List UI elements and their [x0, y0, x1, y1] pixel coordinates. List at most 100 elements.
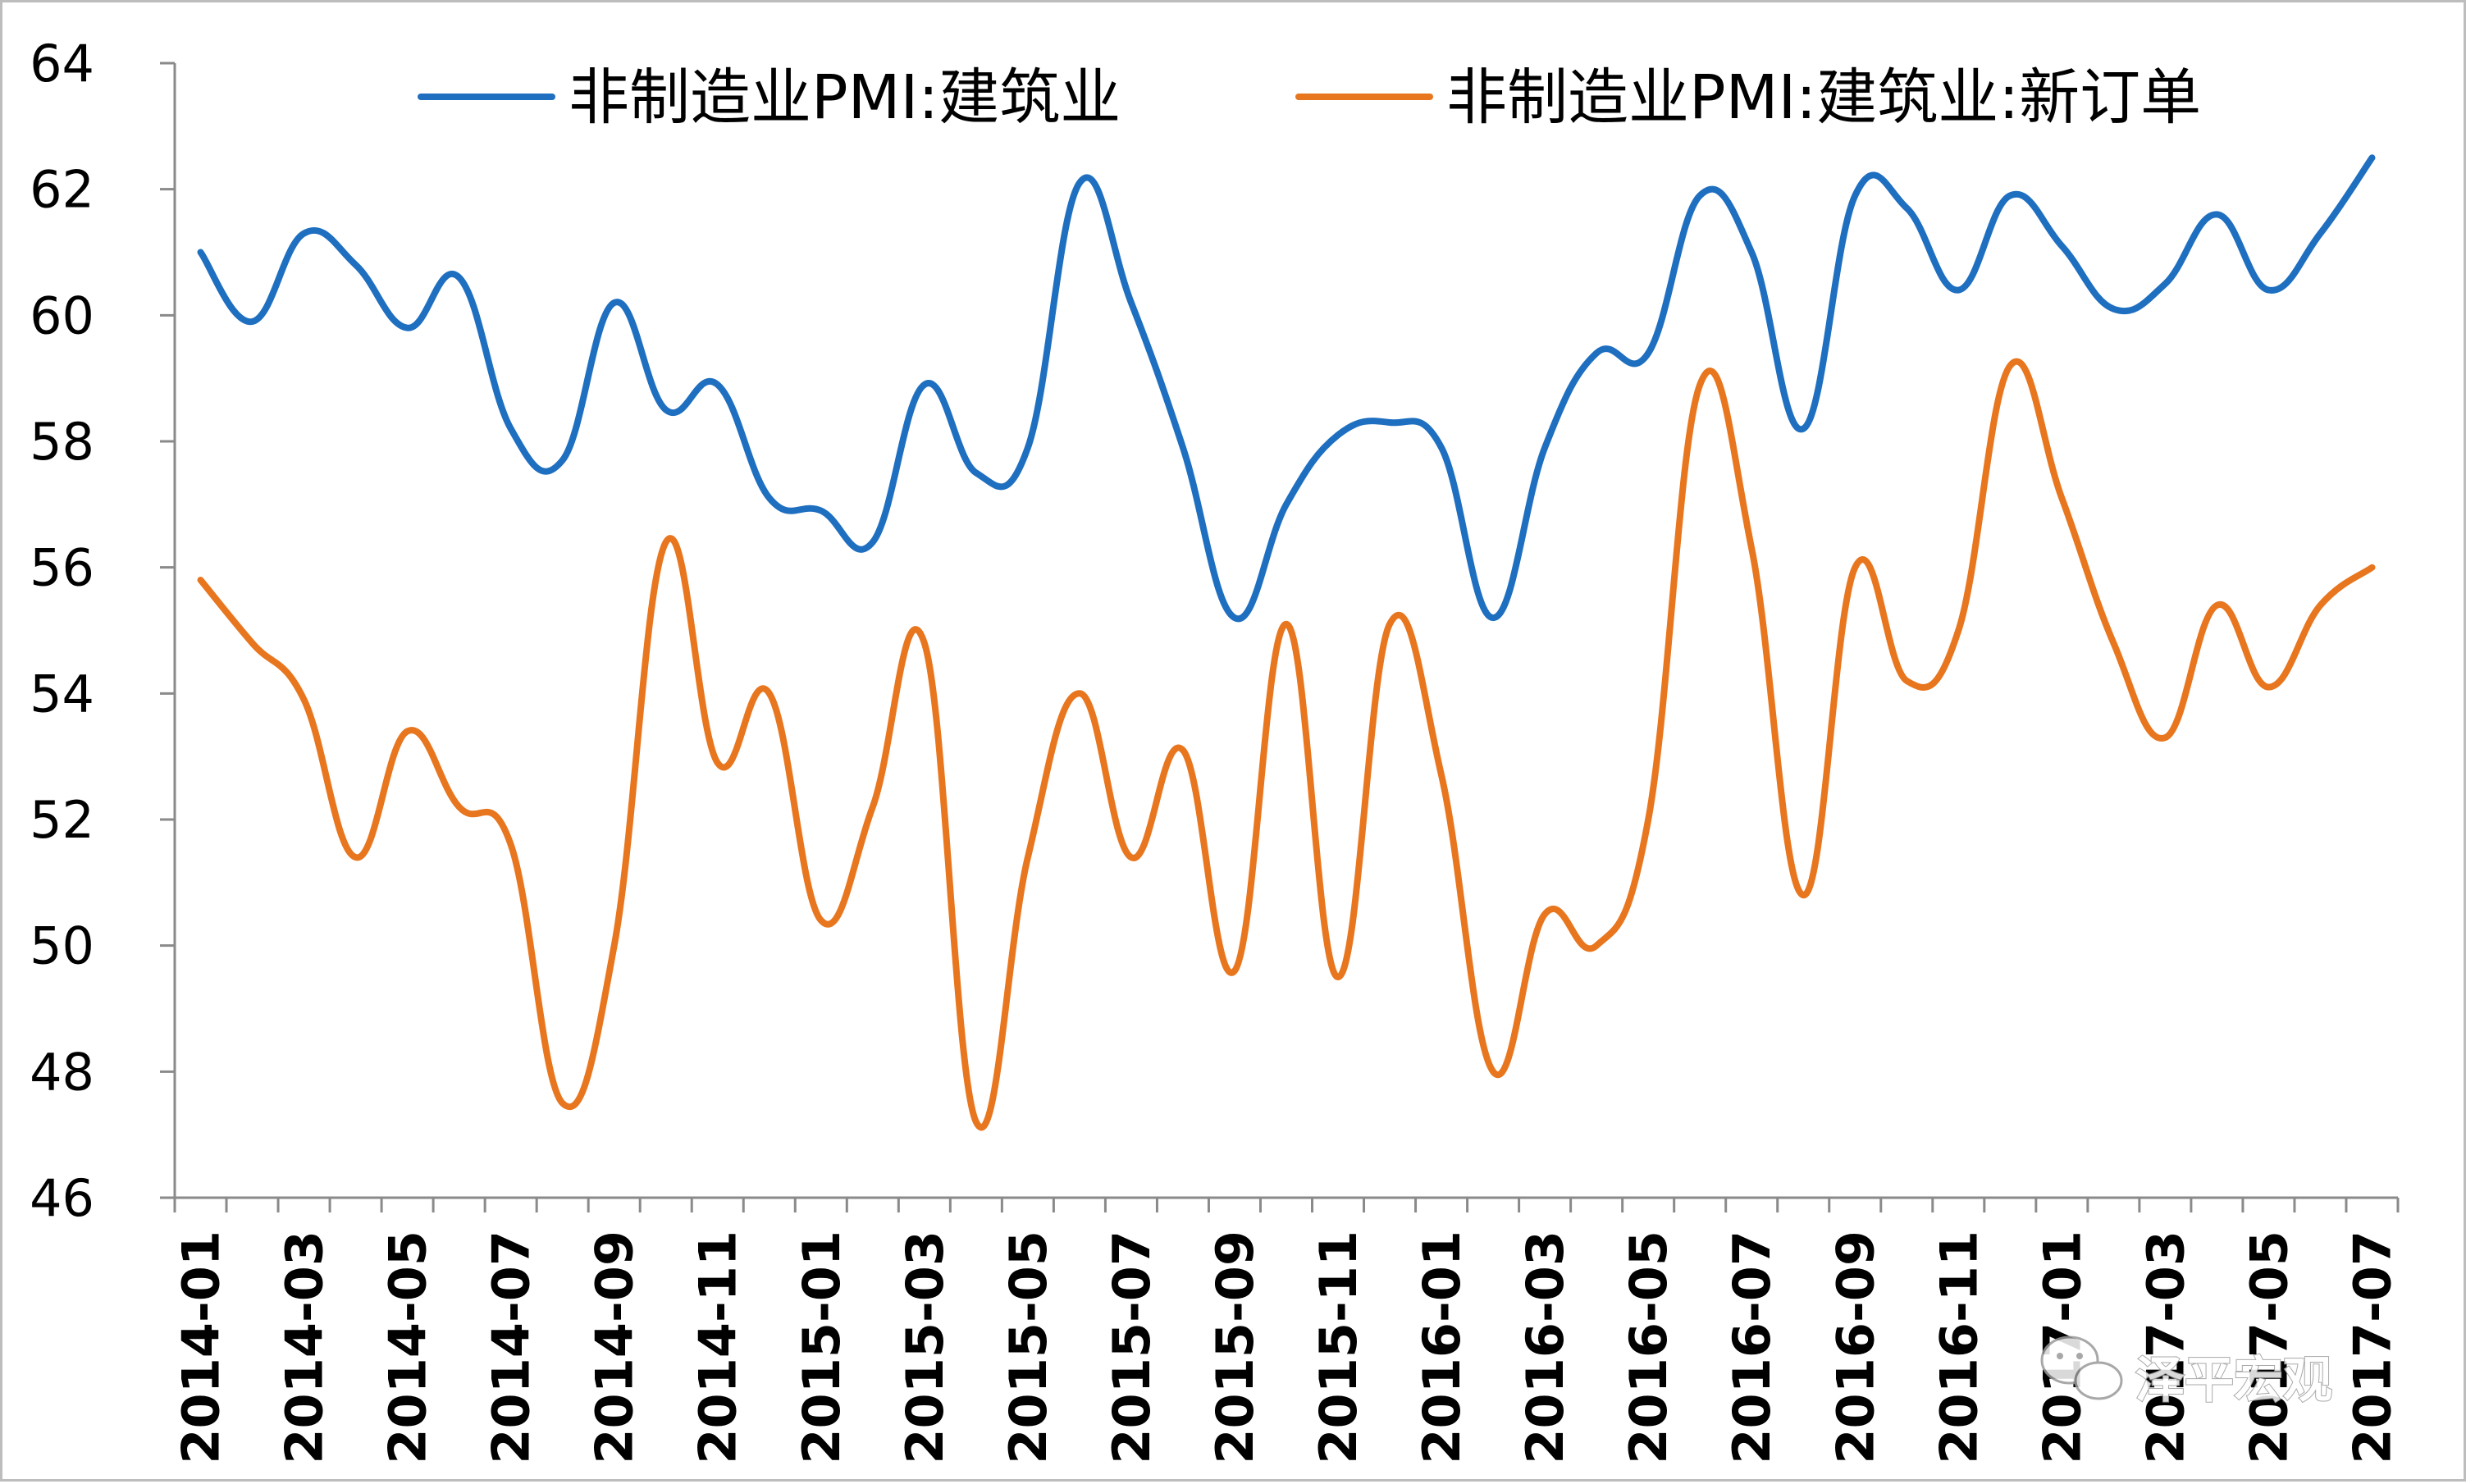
series-2-point: [1749, 546, 1754, 551]
x-tick-label: 2014-09: [585, 1231, 645, 1464]
series-1-point: [1542, 445, 1547, 450]
series-2-point: [2370, 565, 2375, 570]
axes: [173, 63, 2398, 1199]
series-1-point: [1129, 300, 1134, 305]
series-2-point: [1542, 911, 1547, 916]
series-1-point: [870, 540, 875, 545]
series-2-point: [405, 728, 410, 733]
series-1-point: [1439, 445, 1444, 450]
series-2-point: [1904, 678, 1909, 683]
series-2-point: [1491, 1069, 1496, 1074]
series-1-point: [1491, 615, 1496, 620]
series-1-point: [1801, 427, 1806, 432]
x-tick-label: 2016-05: [1619, 1231, 1678, 1464]
series-line-2: [197, 358, 2376, 1131]
series-2-point: [1646, 817, 1651, 822]
series-1-point: [1232, 615, 1237, 620]
series-2-point: [2059, 495, 2064, 500]
series-line-1: [197, 154, 2376, 623]
series-1-point: [2007, 193, 2012, 198]
x-tick-label: 2015-03: [895, 1231, 955, 1464]
series-1-point: [2318, 231, 2323, 236]
x-tick-label: 2016-07: [1722, 1231, 1782, 1464]
series-2-point: [457, 805, 462, 810]
series-2-point: [302, 697, 307, 702]
series-1-point: [2162, 281, 2167, 286]
legend-label-series-2: 非制造业PMI:建筑业:新订单: [1446, 62, 2201, 133]
x-tick-label: 2015-09: [1205, 1231, 1265, 1464]
series-2-point: [922, 641, 927, 646]
series-1-point: [1077, 180, 1082, 185]
y-axis-ticks: 46 48 50 52 54 56 58 60 62 64: [30, 34, 175, 1228]
series-1-point: [922, 382, 927, 387]
series-1-point: [1180, 445, 1185, 450]
x-tick-label: 2014-11: [688, 1231, 748, 1464]
series-2-point: [2111, 641, 2116, 646]
series-2-point: [1232, 968, 1237, 973]
y-tick-label: 64: [30, 34, 94, 94]
x-tick-label: 2015-07: [1102, 1231, 1162, 1464]
legend-label-series-1: 非制造业PMI:建筑业: [569, 62, 1121, 133]
legend: 非制造业PMI:建筑业 非制造业PMI:建筑业:新订单: [418, 62, 2201, 133]
series-1-point: [2214, 212, 2219, 217]
x-tick-label: 2014-07: [482, 1231, 541, 1464]
series-1-point: [1956, 288, 1961, 293]
series-1-point: [819, 509, 824, 514]
series-1-point: [974, 470, 979, 475]
series-2-point: [1801, 893, 1806, 897]
series-2-point: [2266, 685, 2271, 690]
series-2-point: [1336, 975, 1340, 979]
y-tick-label: 62: [30, 160, 94, 220]
series-2-point: [560, 1101, 565, 1106]
series-1-point: [2111, 307, 2116, 312]
series-1-point: [1387, 420, 1392, 425]
series-2-point: [1025, 855, 1030, 860]
y-tick-label: 54: [30, 664, 94, 724]
y-tick-label: 58: [30, 412, 94, 472]
series-2-point: [1129, 855, 1134, 860]
x-tick-label: 2014-01: [171, 1231, 231, 1464]
y-tick-label: 46: [30, 1168, 94, 1228]
series-2-point: [974, 1120, 979, 1125]
series-2-point: [354, 855, 358, 860]
series-2-point: [250, 641, 255, 646]
watermark-text: 泽平宏观: [2135, 1352, 2332, 1409]
y-tick-label: 48: [30, 1042, 94, 1102]
series-1-point: [2266, 288, 2271, 293]
series-1-point: [354, 263, 358, 267]
series-1-point: [1904, 206, 1909, 211]
series-1-point: [767, 495, 772, 500]
x-tick-label: 2016-01: [1412, 1231, 1472, 1464]
series-2-point: [2214, 603, 2219, 608]
series-2-point: [870, 805, 875, 810]
series-2-point: [2318, 603, 2323, 608]
series-1-point: [715, 382, 720, 387]
wechat-icon: [2040, 1336, 2123, 1400]
series-2-point: [1594, 943, 1599, 948]
series-1-point: [1697, 193, 1702, 198]
series-1-point: [457, 275, 462, 280]
series-1-point: [199, 250, 203, 255]
x-tick-label: 2015-11: [1308, 1231, 1368, 1464]
series-1-point: [250, 319, 255, 324]
series-1-point: [2059, 244, 2064, 249]
series-1-point: [1852, 193, 1857, 198]
series-2-point: [819, 918, 824, 923]
series-2-point: [2162, 735, 2167, 740]
series-1-point: [1025, 445, 1030, 450]
series-1-point: [1284, 502, 1289, 507]
series-2-point: [767, 691, 772, 696]
watermark: 泽平宏观: [2040, 1336, 2333, 1410]
series-2-point: [2007, 363, 2012, 368]
x-axis-ticks: 2014-01 2014-03 2014-05 2014-07 2014-09 2014-…: [171, 1198, 2402, 1464]
y-tick-label: 56: [30, 538, 94, 598]
y-tick-label: 50: [30, 916, 94, 976]
series-2-point: [664, 540, 669, 545]
series-2-point: [612, 943, 617, 948]
y-tick-label: 60: [30, 285, 94, 345]
series-2-point: [715, 760, 720, 765]
x-tick-label: 2016-03: [1515, 1231, 1575, 1464]
series-2-point: [1077, 691, 1082, 696]
